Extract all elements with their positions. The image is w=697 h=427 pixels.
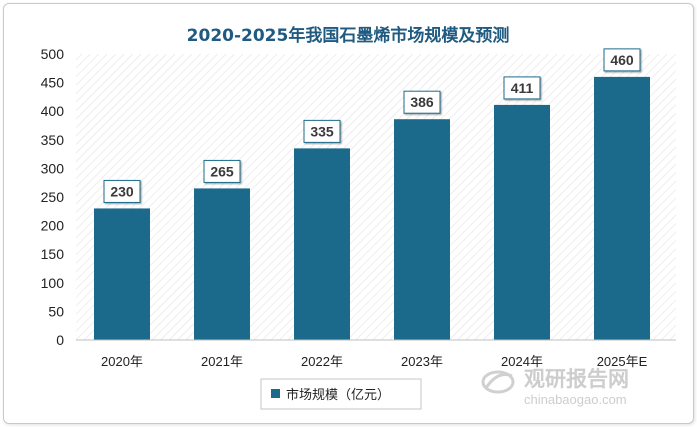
watermark-text-en: chinabaogao.com	[524, 392, 627, 407]
data-label: 386	[410, 94, 434, 110]
data-label-box	[203, 159, 241, 183]
data-label-box	[103, 179, 141, 203]
watermark-text-cn: 观研报告网	[524, 367, 629, 391]
x-tick-label: 2021年	[201, 354, 243, 369]
bar	[294, 148, 350, 340]
legend: 市场规模（亿元）	[260, 378, 422, 410]
x-tick-label: 2024年	[501, 354, 543, 369]
y-tick-label: 300	[41, 160, 65, 176]
data-label: 230	[110, 183, 134, 199]
y-tick-label: 350	[41, 132, 65, 148]
x-tick-label: 2023年	[401, 354, 443, 369]
watermark-logo-icon	[481, 370, 515, 394]
y-tick-label: 400	[41, 103, 65, 119]
bar	[194, 188, 250, 340]
chart-frame: 2020-2025年我国石墨烯市场规模及预测 0 50 100 150 200 250 30…	[3, 3, 694, 424]
bar	[94, 208, 150, 340]
y-tick-label: 450	[41, 75, 65, 91]
data-label-box	[503, 76, 541, 100]
bar	[594, 76, 650, 340]
data-label-box	[303, 119, 341, 143]
y-tick-label: 100	[41, 275, 65, 291]
x-tick-label: 2020年	[101, 354, 143, 369]
data-labels: 230 265 335 386 411 460	[103, 48, 641, 203]
legend-box	[260, 378, 422, 410]
data-label-box	[603, 48, 641, 72]
x-axis: 2020年 2021年 2022年 2023年 2024年 2025年E	[76, 339, 676, 369]
bar	[394, 119, 450, 340]
legend-swatch	[271, 389, 280, 398]
watermark: 观研报告网 chinabaogao.com	[481, 367, 629, 407]
data-label: 335	[310, 123, 334, 139]
legend-label: 市场规模（亿元）	[286, 387, 390, 403]
data-label-box	[403, 90, 441, 114]
chart-svg: 2020-2025年我国石墨烯市场规模及预测 0 50 100 150 200 250 30…	[41, 25, 676, 410]
y-tick-label: 150	[41, 246, 65, 262]
y-tick-label: 500	[41, 46, 65, 62]
y-tick-label: 0	[56, 332, 64, 348]
bar	[494, 104, 550, 341]
data-label: 411	[511, 80, 534, 96]
y-tick-label: 200	[41, 218, 65, 234]
y-tick-label: 250	[41, 189, 65, 205]
y-tick-label: 50	[48, 303, 64, 319]
y-axis: 0 50 100 150 200 250 300 350 400 450 500	[41, 46, 65, 348]
chart-title: 2020-2025年我国石墨烯市场规模及预测	[187, 25, 510, 46]
x-tick-label: 2025年E	[597, 354, 648, 369]
plot-area-background	[76, 54, 676, 340]
data-label: 460	[610, 52, 634, 68]
x-tick-label: 2022年	[301, 354, 343, 369]
bar-series	[94, 76, 650, 341]
data-label: 265	[210, 163, 234, 179]
